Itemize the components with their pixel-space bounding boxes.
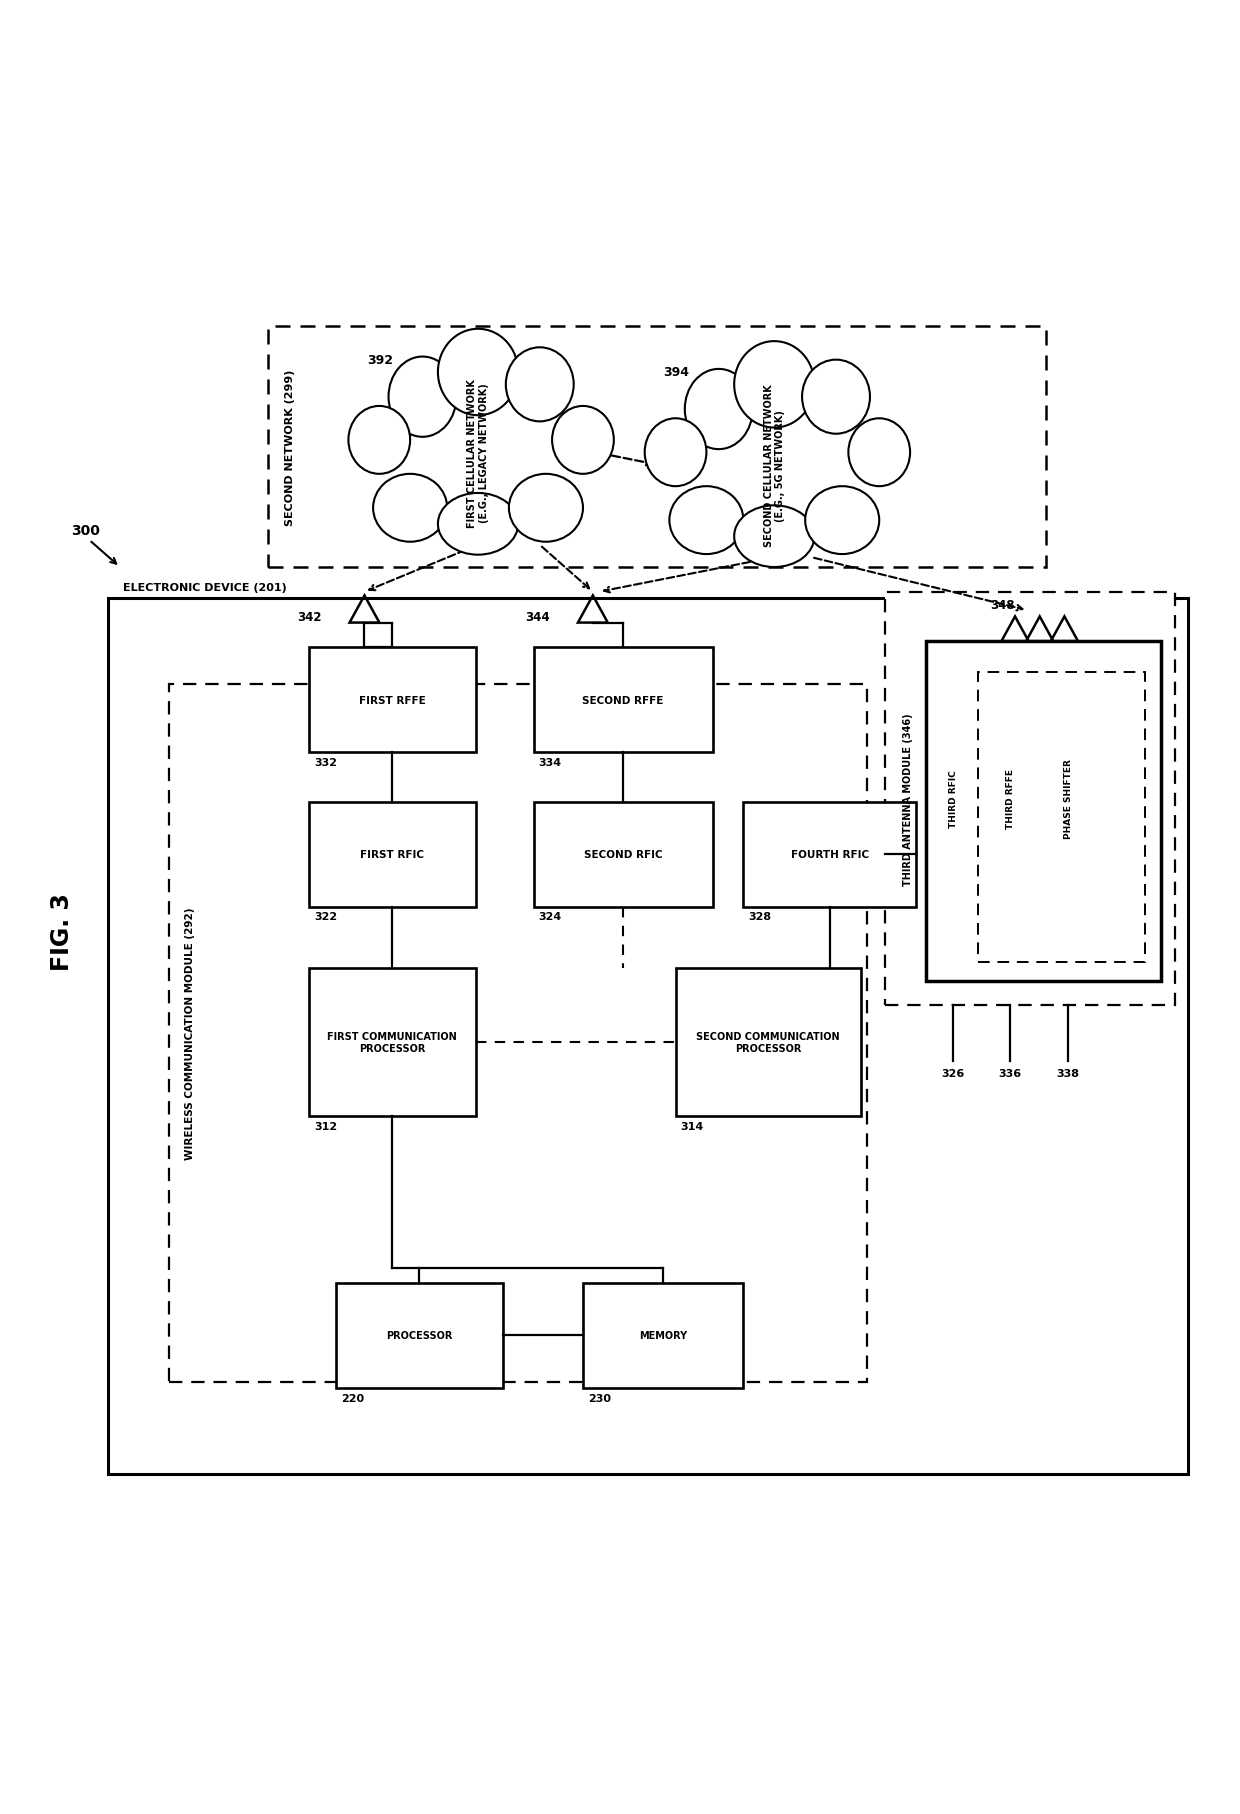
Bar [336, 1282, 502, 1388]
Text: 314: 314 [681, 1121, 704, 1132]
Text: 348: 348 [991, 599, 1016, 611]
Ellipse shape [348, 406, 410, 475]
Ellipse shape [438, 493, 518, 555]
Text: THIRD RFFE: THIRD RFFE [1006, 769, 1014, 829]
Text: 336: 336 [998, 1068, 1022, 1079]
Text: THIRD RFIC: THIRD RFIC [949, 771, 957, 827]
Text: THIRD ANTENNA MODULE (346): THIRD ANTENNA MODULE (346) [903, 713, 913, 885]
Text: SECOND NETWORK (299): SECOND NETWORK (299) [285, 370, 295, 526]
Ellipse shape [645, 366, 903, 564]
Ellipse shape [734, 341, 815, 428]
Bar [926, 642, 1161, 981]
Text: 342: 342 [296, 611, 321, 624]
Text: 220: 220 [341, 1393, 365, 1402]
Ellipse shape [848, 419, 910, 486]
Text: FIRST RFIC: FIRST RFIC [361, 849, 424, 860]
Text: 312: 312 [314, 1121, 337, 1132]
Text: 326: 326 [941, 1068, 965, 1079]
Bar [309, 969, 476, 1117]
Text: 300: 300 [71, 524, 99, 537]
Text: WIRELESS COMMUNICATION MODULE (292): WIRELESS COMMUNICATION MODULE (292) [186, 907, 196, 1159]
Text: 338: 338 [1056, 1068, 1080, 1079]
Bar [744, 802, 916, 907]
Text: SECOND RFIC: SECOND RFIC [584, 849, 662, 860]
Bar [309, 802, 476, 907]
Bar [583, 1282, 744, 1388]
Bar [533, 802, 713, 907]
Text: 394: 394 [663, 366, 689, 379]
Ellipse shape [348, 354, 608, 551]
Ellipse shape [670, 486, 744, 555]
Bar [676, 969, 861, 1117]
Bar [170, 686, 867, 1382]
Ellipse shape [388, 357, 456, 437]
Text: 332: 332 [314, 758, 337, 767]
Text: SECOND CELLULAR NETWORK
(E.G., 5G NETWORK): SECOND CELLULAR NETWORK (E.G., 5G NETWOR… [764, 385, 785, 546]
Ellipse shape [373, 475, 448, 542]
Text: 322: 322 [314, 912, 337, 922]
Text: FIRST RFFE: FIRST RFFE [358, 695, 425, 706]
Text: FIG. 3: FIG. 3 [50, 892, 74, 970]
Ellipse shape [506, 348, 574, 423]
Text: 344: 344 [525, 611, 549, 624]
Text: MEMORY: MEMORY [639, 1331, 687, 1341]
Bar [533, 648, 713, 753]
Text: FIRST CELLULAR NETWORK
(E.G., LEGACY NETWORK): FIRST CELLULAR NETWORK (E.G., LEGACY NET… [467, 379, 489, 528]
Bar [268, 327, 1045, 568]
Ellipse shape [734, 506, 815, 568]
Text: ELECTRONIC DEVICE (201): ELECTRONIC DEVICE (201) [123, 582, 286, 593]
Text: SECOND COMMUNICATION
PROCESSOR: SECOND COMMUNICATION PROCESSOR [697, 1032, 839, 1054]
Bar [978, 673, 1145, 963]
Text: FIRST COMMUNICATION
PROCESSOR: FIRST COMMUNICATION PROCESSOR [327, 1032, 458, 1054]
Text: 334: 334 [538, 758, 562, 767]
Text: FOURTH RFIC: FOURTH RFIC [791, 849, 869, 860]
Ellipse shape [438, 330, 518, 415]
Ellipse shape [802, 361, 870, 435]
Bar [108, 599, 1188, 1475]
Ellipse shape [684, 370, 753, 450]
Text: 324: 324 [538, 912, 562, 922]
Bar [885, 593, 1176, 1005]
Text: SECOND RFFE: SECOND RFFE [583, 695, 663, 706]
Ellipse shape [805, 486, 879, 555]
Text: 392: 392 [367, 354, 393, 366]
Ellipse shape [552, 406, 614, 475]
Text: 230: 230 [588, 1393, 611, 1402]
Text: PHASE SHIFTER: PHASE SHIFTER [1064, 758, 1073, 838]
Bar [309, 648, 476, 753]
Text: PROCESSOR: PROCESSOR [386, 1331, 453, 1341]
Ellipse shape [508, 475, 583, 542]
Ellipse shape [645, 419, 707, 486]
Text: 328: 328 [749, 912, 771, 922]
